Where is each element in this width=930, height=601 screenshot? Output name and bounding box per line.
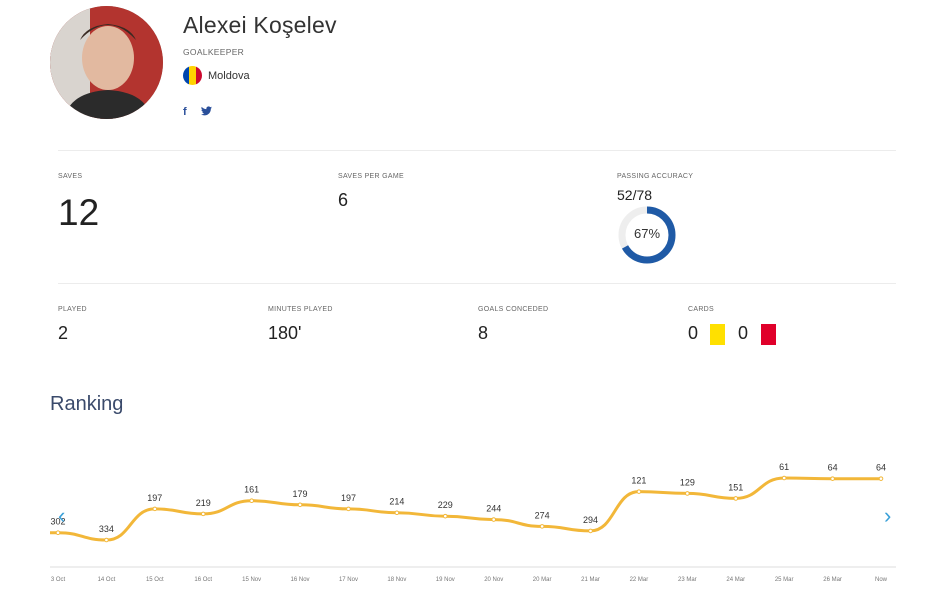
ranking-value-label: 179	[293, 489, 308, 499]
ranking-point	[781, 475, 787, 481]
ranking-date-label: 22 Mar	[630, 577, 649, 583]
player-country: Moldova	[183, 66, 250, 85]
red-cards-count: 0	[738, 323, 749, 343]
ranking-date-label: 24 Mar	[726, 577, 745, 583]
red-card-icon	[761, 324, 776, 345]
ranking-point	[878, 476, 884, 481]
ranking-value-label: 64	[828, 463, 838, 473]
ranking-date-label: 20 Mar	[533, 577, 552, 583]
ranking-point	[249, 498, 254, 504]
country-name: Moldova	[208, 69, 250, 82]
player-position: GOALKEEPER	[183, 47, 245, 57]
ranking-date-label: 15 Oct	[146, 577, 164, 583]
ranking-point	[491, 517, 497, 522]
ranking-point	[588, 528, 593, 534]
ranking-value-label: 214	[389, 497, 404, 507]
ranking-point	[55, 530, 61, 536]
ranking-point	[297, 502, 303, 508]
yellow-cards-count: 0	[688, 323, 699, 343]
ranking-point	[685, 491, 690, 496]
ranking-value-label: 151	[728, 482, 743, 492]
ranking-point	[539, 524, 545, 529]
ranking-date-label: Now	[875, 577, 888, 583]
chart-next-arrow[interactable]: ›	[884, 503, 892, 528]
ranking-value-label: 197	[147, 493, 162, 503]
divider-middle	[58, 283, 896, 284]
moldova-flag-icon	[183, 66, 202, 85]
ranking-date-label: 25 Mar	[775, 577, 794, 583]
ranking-value-label: 274	[535, 510, 550, 520]
chart-prev-arrow[interactable]: ‹	[58, 503, 66, 528]
ranking-point	[394, 510, 400, 516]
facebook-icon[interactable]: f	[183, 106, 187, 118]
played-value: 2	[58, 323, 69, 343]
ranking-point	[733, 496, 739, 501]
passing-accuracy-donut	[618, 206, 676, 264]
passing-accuracy-value: 52/78	[617, 187, 653, 203]
ranking-point	[104, 537, 109, 543]
ranking-value-label: 197	[341, 493, 356, 503]
ranking-value-label: 294	[583, 515, 598, 525]
divider-top	[58, 150, 896, 151]
played-label: PLAYED	[58, 306, 87, 313]
ranking-line	[50, 476, 881, 542]
ranking-value-label: 229	[438, 500, 453, 510]
player-avatar	[50, 6, 163, 119]
minutes-played-value: 180'	[268, 323, 302, 343]
ranking-date-label: 3 Oct	[51, 577, 66, 583]
saves-label: SAVES	[58, 173, 83, 180]
ranking-date-label: 16 Oct	[194, 577, 212, 583]
ranking-date-label: 21 Mar	[581, 577, 600, 583]
ranking-value-label: 302	[50, 517, 65, 527]
ranking-point	[152, 506, 158, 512]
ranking-date-label: 16 Nov	[291, 577, 310, 583]
ranking-value-label: 121	[631, 476, 646, 486]
social-links: f	[183, 106, 212, 119]
passing-accuracy-percent: 67%	[633, 226, 661, 241]
ranking-point	[636, 489, 642, 494]
ranking-value-label: 61	[779, 462, 789, 472]
ranking-date-label: 23 Mar	[678, 577, 697, 583]
ranking-chart: 302 3 Oct 334 14 Oct 197 15 Oct 219 16 Oct 161 15…	[50, 462, 896, 583]
passing-accuracy-label: PASSING ACCURACY	[617, 173, 694, 180]
goals-conceded-value: 8	[478, 323, 489, 343]
ranking-date-label: 20 Nov	[484, 577, 503, 583]
ranking-value-label: 219	[196, 498, 211, 508]
ranking-date-label: 26 Mar	[823, 577, 842, 583]
ranking-date-label: 14 Oct	[98, 577, 116, 583]
ranking-date-label: 18 Nov	[387, 577, 406, 583]
ranking-date-label: 15 Nov	[242, 577, 261, 583]
ranking-point	[200, 511, 206, 517]
ranking-title: Ranking	[50, 393, 124, 415]
ranking-point	[830, 476, 835, 481]
minutes-played-label: MINUTES PLAYED	[268, 306, 333, 313]
player-name: Alexei Koşelev	[183, 12, 337, 38]
cards-label: CARDS	[688, 306, 715, 313]
goals-conceded-label: GOALS CONCEDED	[478, 306, 549, 313]
ranking-date-label: 17 Nov	[339, 577, 358, 583]
ranking-value-label: 161	[244, 485, 259, 495]
twitter-icon[interactable]	[200, 106, 212, 119]
saves-per-game-label: SAVES PER GAME	[338, 173, 404, 180]
ranking-value-label: 64	[876, 463, 886, 473]
ranking-date-label: 19 Nov	[436, 577, 455, 583]
yellow-card-icon	[710, 324, 725, 345]
ranking-value-label: 334	[99, 524, 114, 534]
saves-value: 12	[58, 192, 100, 233]
saves-per-game-value: 6	[338, 190, 349, 210]
ranking-point	[442, 513, 448, 519]
ranking-point	[346, 506, 351, 512]
ranking-value-label: 244	[486, 504, 501, 514]
ranking-value-label: 129	[680, 477, 695, 487]
